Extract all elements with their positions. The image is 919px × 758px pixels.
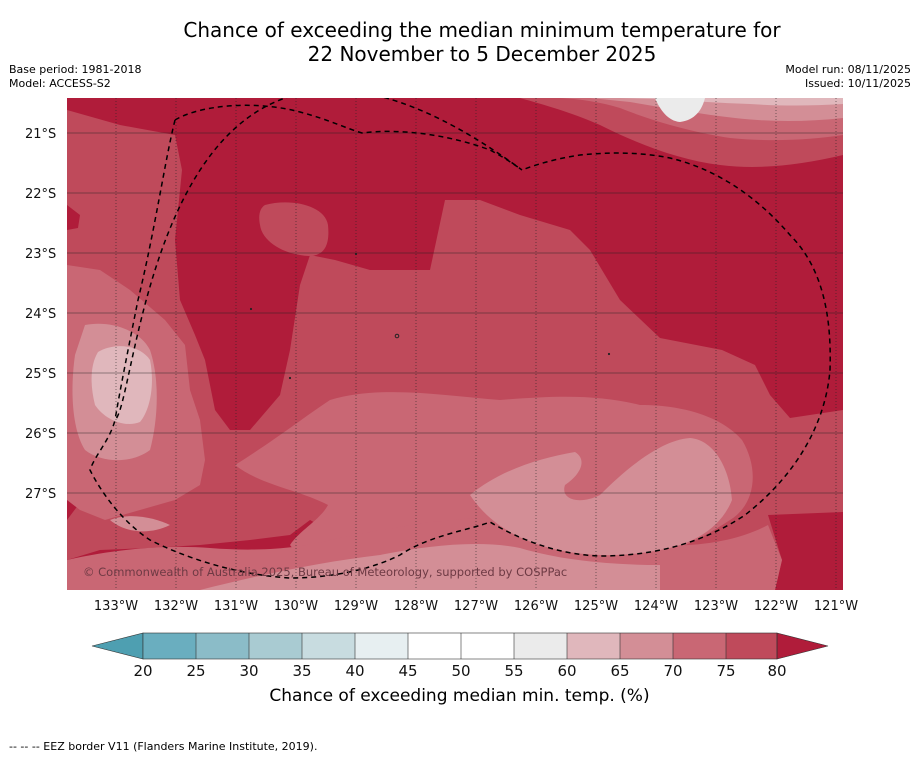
colorbar-tick: 25 — [186, 662, 205, 680]
colorbar-tick: 45 — [398, 662, 417, 680]
lon-label: 126°W — [514, 599, 558, 614]
lat-label: 22°S — [25, 187, 56, 202]
zone-55-60-north-spot — [655, 98, 705, 122]
colorbar-title: Chance of exceeding median min. temp. (%… — [269, 686, 650, 706]
colorbar-segment-20-25 — [143, 633, 196, 659]
colorbar-arrow-high — [776, 632, 829, 660]
copyright-notice: © Commonwealth of Australia 2025, Bureau… — [83, 565, 568, 579]
model-name: Model: ACCESS-S2 — [9, 77, 111, 90]
colorbar-segment-55-60 — [514, 633, 567, 659]
zone-above-80-north — [67, 98, 843, 430]
colorbar-segment-35-40 — [302, 633, 355, 659]
colorbar-tick: 55 — [504, 662, 523, 680]
lon-label: 129°W — [334, 599, 378, 614]
colorbar-tick: 40 — [345, 662, 364, 680]
zone-65-70-center — [470, 438, 732, 556]
zone-65-70-south — [200, 544, 660, 590]
colorbar-dividers — [195, 633, 727, 659]
colorbar-segment-50-55 — [461, 633, 514, 659]
zone-above-80-west-spot — [67, 205, 80, 230]
eez-border — [89, 98, 831, 579]
lat-label: 26°S — [25, 427, 56, 442]
lon-label: 121°W — [814, 599, 858, 614]
colorbar-arrow-low — [91, 632, 144, 660]
island-marker — [249, 307, 253, 311]
issued-date: Issued: 10/11/2025 — [804, 77, 911, 90]
island-marker — [394, 333, 400, 339]
model-run: Model run: 08/11/2025 — [785, 63, 911, 76]
lon-label: 128°W — [394, 599, 438, 614]
lat-label: 23°S — [25, 247, 56, 262]
lon-label: 133°W — [94, 599, 138, 614]
islands — [249, 252, 611, 380]
title-line-1: Chance of exceeding the median minimum t… — [183, 18, 781, 42]
lon-label: 130°W — [274, 599, 318, 614]
colorbar-segment-70-75 — [673, 633, 726, 659]
colorbar-tick: 50 — [451, 662, 470, 680]
colorbar-tick: 75 — [716, 662, 735, 680]
colorbar-tick: 30 — [239, 662, 258, 680]
meta-right: Model run: 08/11/2025 Issued: 10/11/2025 — [785, 63, 911, 91]
zone-65-70-south-spot — [110, 516, 170, 532]
probability-field — [67, 98, 843, 590]
island-marker — [288, 376, 292, 380]
colorbar-segment-25-30 — [196, 633, 249, 659]
lon-label: 122°W — [754, 599, 798, 614]
colorbar-segment-65-70 — [620, 633, 673, 659]
eez-footnote: -- -- -- EEZ border V11 (Flanders Marine… — [9, 740, 318, 753]
colorbar-segment-75-80 — [726, 633, 777, 659]
colorbar-segment-40-45 — [355, 633, 408, 659]
colorbar-segment-30-35 — [249, 633, 302, 659]
lon-label: 124°W — [634, 599, 678, 614]
lon-label: 132°W — [154, 599, 198, 614]
lon-label: 123°W — [694, 599, 738, 614]
island-marker — [354, 252, 358, 256]
colorbar-ticks: 20 25 30 35 40 45 50 55 60 65 70 75 80 — [133, 662, 786, 680]
colorbar: 20 25 30 35 40 45 50 55 60 65 70 75 80 — [91, 632, 829, 680]
lon-label: 125°W — [574, 599, 618, 614]
zone-above-80-south-east — [768, 512, 843, 590]
lon-label: 127°W — [454, 599, 498, 614]
title-line-2: 22 November to 5 December 2025 — [307, 42, 657, 66]
colorbar-tick: 60 — [557, 662, 576, 680]
latitude-axis: 21°S 22°S 23°S 24°S 25°S 26°S 27°S — [25, 127, 56, 502]
meta-left: Base period: 1981-2018 Model: ACCESS-S2 — [9, 63, 141, 91]
lat-label: 24°S — [25, 307, 56, 322]
colorbar-segment-45-50 — [408, 633, 461, 659]
colorbar-tick: 70 — [663, 662, 682, 680]
longitude-axis: 133°W 132°W 131°W 130°W 129°W 128°W 127°… — [94, 599, 858, 614]
island-marker — [607, 352, 611, 356]
base-period: Base period: 1981-2018 — [9, 63, 142, 76]
lat-label: 27°S — [25, 487, 56, 502]
colorbar-segment-60-65 — [567, 633, 620, 659]
lon-label: 131°W — [214, 599, 258, 614]
colorbar-outline — [142, 632, 778, 660]
chart-title: Chance of exceeding the median minimum t… — [0, 18, 919, 66]
colorbar-tick: 35 — [292, 662, 311, 680]
lat-label: 21°S — [25, 127, 56, 142]
gridlines — [67, 98, 843, 590]
zone-75-80-island — [259, 202, 329, 256]
colorbar-tick: 20 — [133, 662, 152, 680]
colorbar-tick: 65 — [610, 662, 629, 680]
lat-label: 25°S — [25, 367, 56, 382]
eez-border-west-edge — [114, 119, 176, 421]
colorbar-tick: 80 — [767, 662, 786, 680]
eez-border-west — [89, 98, 831, 579]
